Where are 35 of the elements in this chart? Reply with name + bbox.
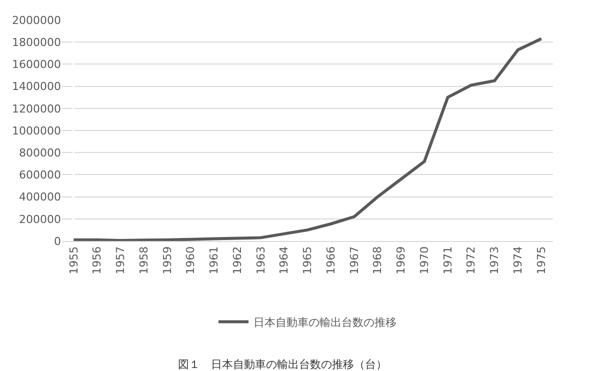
x-tick-label: 1964 — [278, 246, 291, 274]
y-tick-label: 1400000 — [12, 80, 61, 94]
y-tick-label: 1800000 — [12, 36, 61, 49]
x-tick-label: 1968 — [371, 246, 384, 274]
x-tick-label: 1958 — [137, 246, 150, 274]
x-tick-label: 1963 — [254, 246, 268, 274]
x-tick-label: 1961 — [208, 246, 221, 274]
y-tick-label: 2000000 — [12, 14, 61, 27]
x-tick-label: 1959 — [160, 246, 174, 274]
x-tick-label: 1955 — [67, 246, 80, 274]
y-tick-label: 600000 — [19, 168, 61, 182]
caption: 図１ 日本自動車の輸出台数の推移（台） — [178, 358, 387, 371]
x-tick-label: 1970 — [418, 246, 431, 274]
x-tick-label: 1960 — [184, 246, 198, 274]
x-tick-label: 1967 — [348, 246, 361, 274]
legend-label: 日本自動車の輸出台数の推移 — [254, 316, 396, 330]
y-tick-label: 400000 — [19, 190, 61, 204]
y-tick-label: 0 — [54, 234, 61, 248]
x-tick-label: 1974 — [512, 246, 525, 274]
line-series — [72, 37, 543, 241]
x-tick-label: 1965 — [301, 246, 314, 274]
x-tick-label: 1973 — [488, 246, 502, 274]
y-tick-label: 1000000 — [12, 124, 61, 138]
y-tick-label: 1200000 — [12, 102, 61, 116]
y-tick-label: 200000 — [19, 212, 61, 226]
x-tick-label: 1956 — [90, 246, 104, 274]
x-tick-label: 1957 — [114, 246, 128, 274]
x-tick-label: 1969 — [394, 246, 408, 274]
y-tick-label: 800000 — [19, 146, 61, 160]
x-tick-label: 1975 — [534, 246, 548, 274]
x-tick-label: 1962 — [230, 246, 244, 274]
x-tick-label: 1972 — [464, 246, 478, 274]
x-tick-label: 1966 — [324, 246, 338, 274]
y-tick-label: 1600000 — [12, 58, 61, 72]
x-tick-label: 1971 — [441, 246, 454, 274]
